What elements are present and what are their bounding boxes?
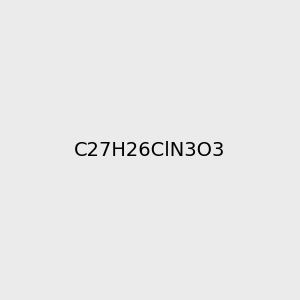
Text: C27H26ClN3O3: C27H26ClN3O3	[74, 140, 226, 160]
